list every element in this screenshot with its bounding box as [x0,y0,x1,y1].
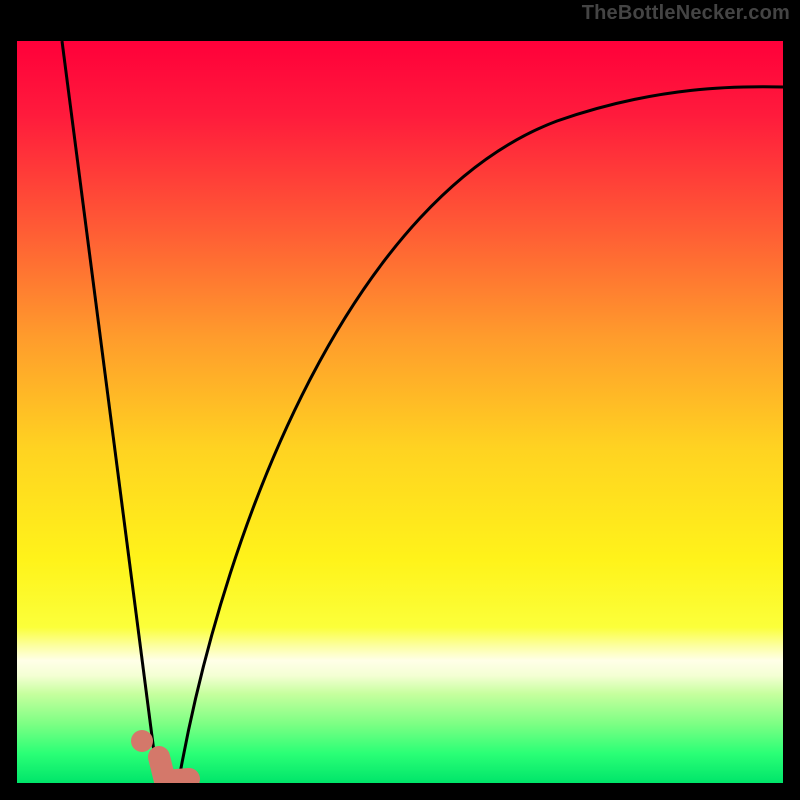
plot-area [17,41,783,783]
attribution-text: TheBottleNecker.com [582,2,790,25]
marker-dot [131,730,153,752]
marker-elbow [159,757,189,781]
curve-layer [17,41,783,783]
series-right-curve [179,87,783,779]
series-left-v [62,41,157,775]
chart-container: TheBottleNecker.com [0,0,800,800]
plot-frame [0,24,800,800]
